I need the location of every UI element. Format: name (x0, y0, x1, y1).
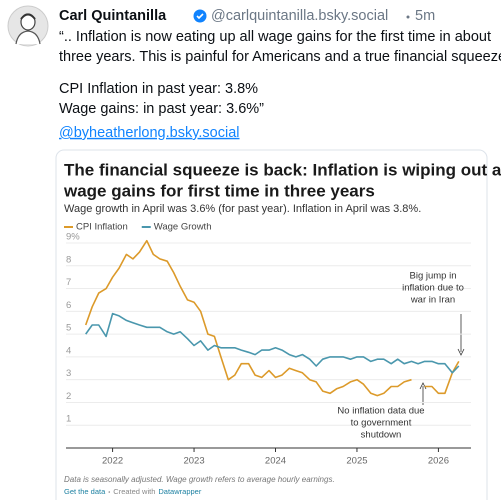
annotation: to government (351, 418, 412, 429)
annotation: No inflation data due (337, 406, 424, 417)
x-tick-label: 2025 (346, 456, 367, 467)
x-tick-label: 2023 (183, 456, 204, 467)
timestamp[interactable]: 5m (415, 8, 435, 24)
chart: The financial squeeze is back: Inflation… (63, 160, 501, 496)
data-link[interactable]: Get the data (64, 487, 106, 496)
embed-card[interactable] (55, 149, 488, 500)
credit: Created with (113, 487, 155, 496)
legend-label: Wage Growth (154, 222, 212, 233)
x-tick-label: 2024 (265, 456, 286, 467)
separator-dot (406, 15, 410, 19)
y-tick-label: 7 (66, 277, 71, 288)
annotation: war in Iran (410, 295, 455, 306)
y-tick-label: 9% (66, 232, 80, 243)
annotation: inflation due to (402, 283, 464, 294)
post-text: “.. Inflation is now eating up all wage … (59, 29, 501, 117)
mention-link[interactable]: @byheatherlong.bsky.social (59, 125, 240, 141)
x-tick-label: 2026 (428, 456, 449, 467)
post-line: CPI Inflation in past year: 3.8% (59, 81, 258, 97)
verified-badge (193, 9, 207, 23)
post-line: three years. This is painful for America… (59, 49, 501, 65)
annotation: Big jump in (410, 271, 457, 282)
y-tick-label: 2 (66, 391, 71, 402)
y-tick-label: 4 (66, 345, 71, 356)
handle[interactable]: @carlquintanilla.bsky.social (211, 8, 388, 24)
separator-dot (108, 491, 111, 493)
legend-label: CPI Inflation (76, 222, 128, 233)
chart-subtitle: Wage growth in April was 3.6% (for past … (64, 203, 421, 215)
post-line: Wage gains: in past year: 3.6%” (59, 101, 264, 117)
y-tick-label: 6 (66, 300, 71, 311)
y-tick-label: 3 (66, 368, 71, 379)
author[interactable]: Carl Quintanilla (59, 8, 167, 24)
annotation: shutdown (361, 430, 402, 441)
y-tick-label: 1 (66, 414, 71, 425)
arrow-head (457, 348, 465, 356)
avatar[interactable] (7, 5, 49, 47)
y-tick-label: 5 (66, 323, 71, 334)
chart-notes: Data is seasonally adjusted. Wage growth… (64, 475, 335, 484)
chart-title: wage gains for first time in three years (63, 181, 375, 200)
y-tick-label: 8 (66, 254, 71, 265)
tool-link[interactable]: Datawrapper (158, 487, 201, 496)
chart-title: The financial squeeze is back: Inflation… (64, 160, 501, 179)
post-line: “.. Inflation is now eating up all wage … (59, 29, 491, 45)
series-line (85, 312, 460, 374)
x-tick-label: 2022 (102, 456, 123, 467)
